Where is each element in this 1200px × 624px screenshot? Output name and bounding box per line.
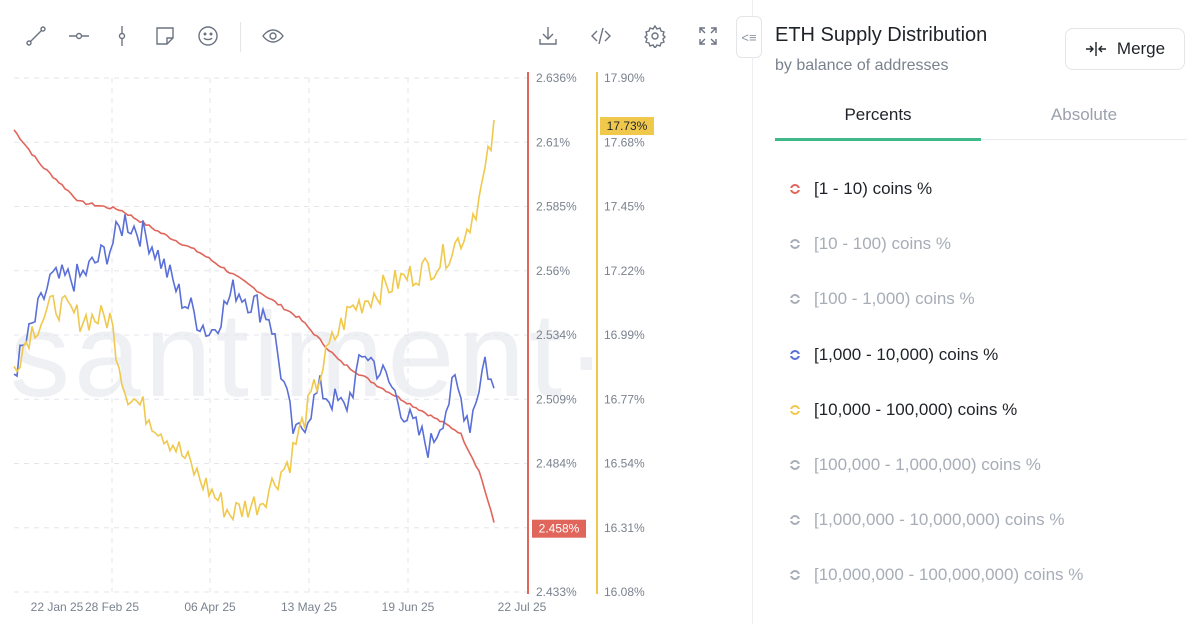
chart-area[interactable]: santiment· 22 Jan 25 28 Feb 25 06 Apr 25 13…	[0, 60, 740, 624]
metric-label: [1 - 10) coins %	[814, 179, 933, 198]
metric-label: [10,000 - 100,000) coins %	[814, 399, 1018, 419]
series-line-1000-10000	[13, 214, 495, 458]
right-axis-tick-label: 17.90%	[604, 71, 645, 85]
right-axis-tick-label: 16.77%	[604, 392, 645, 406]
chart-series	[13, 119, 495, 523]
fullscreen-icon[interactable]	[694, 22, 722, 50]
embed-code-icon[interactable]	[587, 22, 615, 50]
tabs: Percents Absolute	[775, 96, 1187, 142]
right-axis-tick-label: 17.45%	[604, 200, 645, 214]
panel-title: ETH Supply Distribution	[775, 24, 988, 46]
right-axis-tick-label: 16.31%	[604, 521, 645, 535]
chart-grid	[14, 77, 528, 593]
note-icon[interactable]	[151, 22, 179, 50]
left-axis-tick-label: 2.534%	[536, 328, 577, 342]
metric-dot-icon	[786, 515, 804, 526]
panel-subtitle: by balance of addresses	[775, 57, 949, 74]
metric-item[interactable]: [1 - 10) coins %	[786, 174, 933, 204]
metric-item[interactable]: [1,000,000 - 10,000,000) coins %	[786, 505, 1065, 535]
metric-item[interactable]: [10 - 100) coins %	[786, 229, 952, 259]
eye-icon[interactable]	[259, 22, 287, 50]
metric-label: [1,000 - 10,000) coins %	[814, 344, 999, 364]
left-axis-tick-label: 2.56%	[536, 264, 570, 278]
chart-toolbar	[0, 0, 740, 74]
merge-icon	[1085, 42, 1106, 56]
metric-dot-icon	[786, 404, 804, 415]
x-tick-label: 06 Apr 25	[184, 600, 236, 614]
active-tab-indicator	[775, 138, 981, 141]
right-axis-tick-label: 17.22%	[604, 264, 645, 278]
series-line-1-10	[13, 129, 495, 523]
merge-label: Merge	[1116, 39, 1166, 58]
metric-label: [10 - 100) coins %	[814, 234, 952, 254]
x-tick-label: 13 May 25	[281, 600, 337, 614]
metric-label: [100 - 1,000) coins %	[814, 289, 975, 309]
line-tool-icon[interactable]	[22, 22, 50, 50]
metric-dot-icon	[786, 460, 804, 470]
metric-label: [10,000,000 - 100,000,000) coins %	[814, 565, 1084, 585]
left-axis-tick-label: 2.509%	[536, 392, 577, 406]
badge-bg	[532, 519, 586, 538]
tabs-divider	[775, 139, 1187, 140]
x-tick-label: 22 Jul 25	[498, 600, 547, 614]
metric-label: [100,000 - 1,000,000) coins %	[814, 455, 1041, 474]
left-axis-tick-label: 2.61%	[536, 135, 570, 149]
horizontal-ray-icon[interactable]	[65, 22, 93, 50]
x-tick-label: 19 Jun 25	[382, 600, 435, 614]
metric-item[interactable]: [1,000 - 10,000) coins %	[786, 340, 999, 370]
metric-dot-icon	[786, 294, 804, 305]
metric-dot-icon	[786, 184, 804, 194]
metric-item[interactable]: [10,000,000 - 100,000,000) coins %	[786, 560, 1084, 590]
chart-axes: 22 Jan 25 28 Feb 25 06 Apr 25 13 May 25 19 J…	[31, 71, 654, 614]
yellow-last-value-badge: 17.73%	[600, 117, 654, 136]
line-chart: 22 Jan 25 28 Feb 25 06 Apr 25 13 May 25 19 J…	[13, 71, 654, 614]
metric-item[interactable]: [100,000 - 1,000,000) coins %	[786, 450, 1041, 480]
metric-label: [1,000,000 - 10,000,000) coins %	[814, 510, 1065, 530]
download-icon[interactable]	[534, 22, 562, 50]
red-last-value-badge: 2.458%	[532, 519, 586, 538]
emoji-icon[interactable]	[194, 22, 222, 50]
x-tick-label: 22 Jan 25	[31, 600, 84, 614]
right-axis-tick-label: 17.68%	[604, 135, 645, 149]
right-axis-tick-label: 16.54%	[604, 457, 645, 471]
left-axis-tick-label: 2.433%	[536, 585, 577, 599]
tab-absolute[interactable]: Absolute	[1050, 105, 1118, 124]
collapse-sidebar-icon[interactable]: <≡	[736, 16, 762, 58]
metric-item[interactable]: [100 - 1,000) coins %	[786, 284, 975, 314]
left-axis-tick-label: 2.484%	[536, 457, 577, 471]
right-axis-tick-label: 16.99%	[604, 328, 645, 342]
series-line-10000-100000	[13, 119, 495, 522]
metric-dot-icon	[786, 570, 804, 581]
toolbar-divider	[240, 22, 241, 52]
badge-text: 2.458%	[539, 522, 580, 536]
merge-button[interactable]: Merge	[1065, 28, 1185, 70]
badge-text: 17.73%	[607, 119, 648, 133]
x-tick-label: 28 Feb 25	[85, 600, 139, 614]
metric-item[interactable]: [10,000 - 100,000) coins %	[786, 395, 1018, 425]
settings-panel	[752, 0, 1200, 624]
badge-bg	[600, 117, 654, 136]
metric-dot-icon	[786, 349, 804, 360]
vertical-line-icon[interactable]	[108, 22, 136, 50]
settings-gear-icon[interactable]	[641, 22, 669, 50]
metric-dot-icon	[786, 239, 804, 250]
tab-percents[interactable]: Percents	[844, 105, 912, 124]
left-axis-tick-label: 2.636%	[536, 71, 577, 85]
left-axis-tick-label: 2.585%	[536, 200, 577, 214]
right-axis-tick-label: 16.08%	[604, 585, 645, 599]
